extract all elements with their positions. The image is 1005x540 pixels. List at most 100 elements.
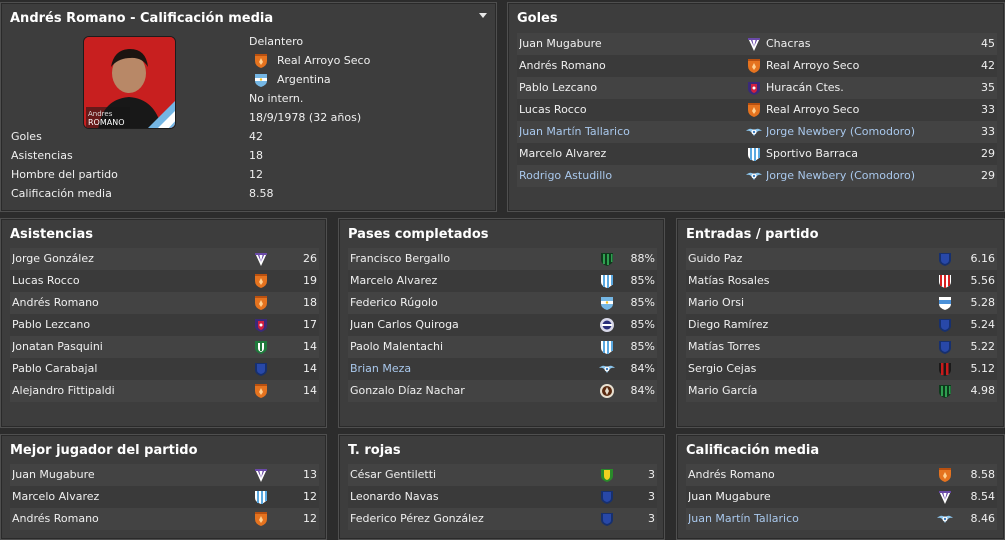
player-panel: Andrés Romano - Calificación media Andre… (0, 2, 497, 212)
purple-stripes-crest (253, 467, 269, 483)
player-name[interactable]: Federico Pérez González (350, 512, 484, 525)
player-name[interactable]: Andrés Romano (519, 59, 606, 72)
table-row[interactable]: Guido Paz 6.16 (686, 248, 997, 270)
player-name[interactable]: Marcelo Alvarez (350, 274, 438, 287)
table-row[interactable]: Marcelo Alvarez 85% (348, 270, 657, 292)
player-name[interactable]: Sergio Cejas (688, 362, 757, 375)
goles-panel: Goles Juan Mugabure Chacras 45 Andrés Roman… (507, 2, 1005, 212)
table-row[interactable]: Juan Mugabure Chacras 45 (517, 33, 997, 55)
table-row[interactable]: Alejandro Fittipaldi 14 (10, 380, 319, 402)
player-name[interactable]: Matías Torres (688, 340, 761, 353)
player-name[interactable]: Juan Carlos Quiroga (350, 318, 459, 331)
table-row[interactable]: Pablo Carabajal 14 (10, 358, 319, 380)
blue-shield-crest (937, 251, 953, 267)
table-row[interactable]: Jonatan Pasquini 14 (10, 336, 319, 358)
table-row[interactable]: Jorge González 26 (10, 248, 319, 270)
table-row[interactable]: Federico Pérez González 3 (348, 508, 657, 530)
player-name[interactable]: Lucas Rocco (519, 103, 587, 116)
table-row[interactable]: Andrés Romano 12 (10, 508, 319, 530)
table-row[interactable]: Juan Carlos Quiroga 85% (348, 314, 657, 336)
player-name[interactable]: Rodrigo Astudillo (519, 169, 613, 182)
player-name[interactable]: Lucas Rocco (12, 274, 80, 287)
player-name[interactable]: Andrés Romano (12, 512, 99, 525)
stat-value: 19 (303, 274, 317, 287)
table-row[interactable]: Leonardo Navas 3 (348, 486, 657, 508)
table-row[interactable]: Marcelo Alvarez 12 (10, 486, 319, 508)
player-name[interactable]: Mario Orsi (688, 296, 745, 309)
player-name[interactable]: Juan Mugabure (12, 468, 95, 481)
stat-value-asistencias: 18 (249, 149, 263, 162)
player-name[interactable]: Gonzalo Díaz Nachar (350, 384, 465, 397)
player-name[interactable]: Pablo Carabajal (12, 362, 98, 375)
player-name[interactable]: Jorge González (12, 252, 94, 265)
player-nation[interactable]: Argentina (277, 73, 331, 86)
table-row[interactable]: César Gentiletti 3 (348, 464, 657, 486)
table-row[interactable]: Matías Rosales 5.56 (686, 270, 997, 292)
club-name[interactable]: Huracán Ctes. (766, 81, 844, 94)
player-name[interactable]: Jonatan Pasquini (12, 340, 103, 353)
table-row[interactable]: Matías Torres 5.22 (686, 336, 997, 358)
table-row[interactable]: Brian Meza 84% (348, 358, 657, 380)
club-name[interactable]: Real Arroyo Seco (766, 103, 860, 116)
player-name[interactable]: Juan Martín Tallarico (519, 125, 630, 138)
club-name[interactable]: Jorge Newbery (Comodoro) (766, 169, 915, 182)
player-dob: 18/9/1978 (32 años) (249, 111, 362, 124)
asistencias-table: Jorge González 26 Lucas Rocco 19 Andrés Roma… (10, 248, 319, 402)
table-row[interactable]: Juan Martín Tallarico Jorge Newbery (Como… (517, 121, 997, 143)
wings-crest (599, 361, 615, 377)
player-name[interactable]: César Gentiletti (350, 468, 437, 481)
player-name[interactable]: Juan Mugabure (688, 490, 771, 503)
table-row[interactable]: Sergio Cejas 5.12 (686, 358, 997, 380)
player-name[interactable]: Alejandro Fittipaldi (12, 384, 115, 397)
table-row[interactable]: Juan Mugabure 13 (10, 464, 319, 486)
table-row[interactable]: Mario Orsi 5.28 (686, 292, 997, 314)
table-row[interactable]: Juan Martín Tallarico 8.46 (686, 508, 997, 530)
player-name[interactable]: Leonardo Navas (350, 490, 439, 503)
table-row[interactable]: Lucas Rocco Real Arroyo Seco 33 (517, 99, 997, 121)
player-name[interactable]: Paolo Malentachi (350, 340, 444, 353)
table-row[interactable]: Pablo Lezcano Huracán Ctes. 35 (517, 77, 997, 99)
table-row[interactable]: Mario García 4.98 (686, 380, 997, 402)
table-row[interactable]: Rodrigo Astudillo Jorge Newbery (Comodoro… (517, 165, 997, 187)
player-name[interactable]: Andrés Romano (12, 296, 99, 309)
table-row[interactable]: Gonzalo Díaz Nachar 84% (348, 380, 657, 402)
player-name[interactable]: Matías Rosales (688, 274, 770, 287)
player-name[interactable]: Brian Meza (350, 362, 412, 375)
club-name[interactable]: Real Arroyo Seco (766, 59, 860, 72)
player-name[interactable]: Federico Rúgolo (350, 296, 438, 309)
table-row[interactable]: Lucas Rocco 19 (10, 270, 319, 292)
stat-label-asistencias: Asistencias (11, 149, 73, 162)
player-name[interactable]: Juan Mugabure (519, 37, 602, 50)
stat-value: 8.46 (970, 512, 996, 525)
red-black-stripes-crest (937, 361, 953, 377)
player-name[interactable]: Andrés Romano (688, 468, 775, 481)
club-name[interactable]: Chacras (766, 37, 811, 50)
player-name[interactable]: Pablo Lezcano (519, 81, 598, 94)
club-name[interactable]: Jorge Newbery (Comodoro) (766, 125, 915, 138)
table-row[interactable]: Paolo Malentachi 85% (348, 336, 657, 358)
player-name[interactable]: Juan Martín Tallarico (688, 512, 799, 525)
orange-shield-crest (746, 102, 762, 118)
table-row[interactable]: Andrés Romano 18 (10, 292, 319, 314)
player-name[interactable]: Diego Ramírez (688, 318, 769, 331)
table-row[interactable]: Federico Rúgolo 85% (348, 292, 657, 314)
player-name[interactable]: Marcelo Alvarez (12, 490, 100, 503)
stat-value: 88% (630, 252, 655, 265)
player-portrait-icon (84, 37, 175, 128)
player-name[interactable]: Guido Paz (688, 252, 743, 265)
player-name[interactable]: Pablo Lezcano (12, 318, 91, 331)
table-row[interactable]: Diego Ramírez 5.24 (686, 314, 997, 336)
table-row[interactable]: Francisco Bergallo 88% (348, 248, 657, 270)
table-row[interactable]: Pablo Lezcano 17 (10, 314, 319, 336)
player-name[interactable]: Mario García (688, 384, 758, 397)
table-row[interactable]: Andrés Romano 8.58 (686, 464, 997, 486)
player-name[interactable]: Marcelo Alvarez (519, 147, 607, 160)
table-row[interactable]: Marcelo Alvarez Sportivo Barraca 29 (517, 143, 997, 165)
dropdown-arrow-icon[interactable] (479, 13, 487, 18)
table-row[interactable]: Andrés Romano Real Arroyo Seco 42 (517, 55, 997, 77)
player-club[interactable]: Real Arroyo Seco (277, 54, 371, 67)
player-name[interactable]: Francisco Bergallo (350, 252, 451, 265)
table-row[interactable]: Juan Mugabure 8.54 (686, 486, 997, 508)
wings-crest (746, 124, 762, 140)
club-name[interactable]: Sportivo Barraca (766, 147, 858, 160)
